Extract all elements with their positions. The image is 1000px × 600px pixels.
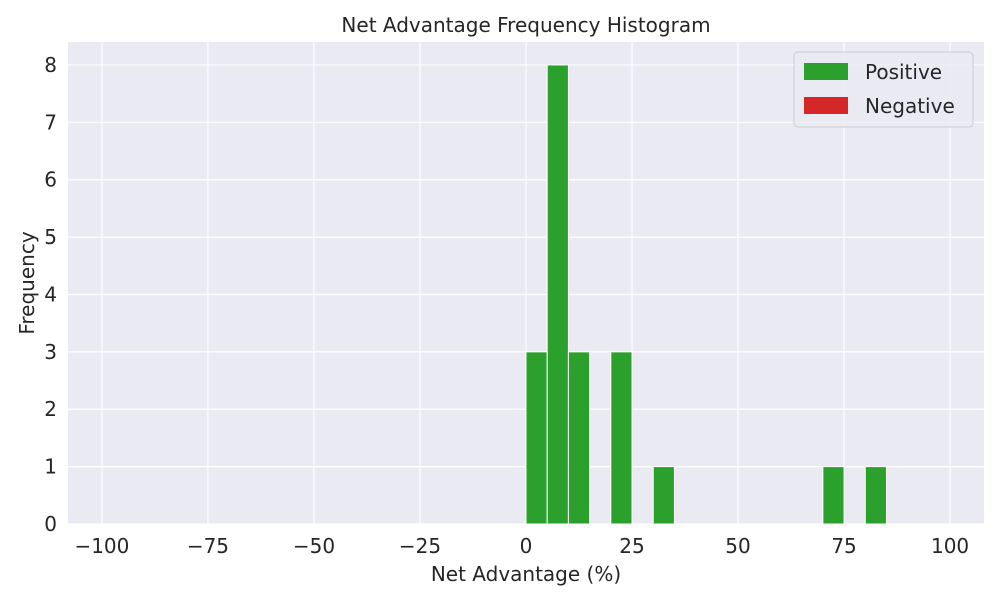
histogram-bar-positive bbox=[864, 466, 887, 525]
bars-group bbox=[525, 64, 887, 525]
y-tick-label: 4 bbox=[44, 282, 57, 306]
x-tick-label: 0 bbox=[520, 534, 533, 558]
y-tick-label: 6 bbox=[44, 168, 57, 192]
x-tick-label: −100 bbox=[74, 534, 129, 558]
legend-label-negative: Negative bbox=[865, 94, 955, 118]
x-tick-label: 25 bbox=[619, 534, 644, 558]
histogram-bar-positive bbox=[567, 351, 591, 525]
histogram-bar-positive bbox=[610, 351, 633, 525]
x-tick-label: 100 bbox=[931, 534, 969, 558]
y-axis-ticks: 0 1 2 3 4 5 6 7 8 bbox=[44, 53, 57, 536]
legend-swatch-negative bbox=[804, 97, 848, 114]
y-tick-label: 1 bbox=[44, 455, 57, 479]
histogram-bar-positive bbox=[652, 466, 675, 525]
x-axis-label: Net Advantage (%) bbox=[431, 562, 621, 586]
y-tick-label: 0 bbox=[44, 512, 57, 536]
x-tick-label: −50 bbox=[293, 534, 335, 558]
y-tick-label: 5 bbox=[44, 225, 57, 249]
x-tick-label: −75 bbox=[187, 534, 229, 558]
x-tick-label: −25 bbox=[399, 534, 441, 558]
histogram-bar-positive bbox=[546, 64, 569, 525]
legend-swatch-positive bbox=[804, 63, 848, 80]
y-tick-label: 3 bbox=[44, 340, 57, 364]
histogram-bar-positive bbox=[822, 466, 845, 525]
x-axis-ticks: −100 −75 −50 −25 0 25 50 75 100 bbox=[74, 534, 969, 558]
legend-label-positive: Positive bbox=[865, 60, 942, 84]
legend: Positive Negative bbox=[793, 51, 974, 128]
x-tick-label: 50 bbox=[725, 534, 750, 558]
x-tick-label: 75 bbox=[831, 534, 856, 558]
y-tick-label: 2 bbox=[44, 397, 57, 421]
histogram-bar-positive bbox=[525, 351, 548, 525]
y-tick-label: 7 bbox=[44, 110, 57, 134]
y-axis-label: Frequency bbox=[15, 231, 39, 334]
y-tick-label: 8 bbox=[44, 53, 57, 77]
chart-title: Net Advantage Frequency Histogram bbox=[341, 13, 710, 37]
